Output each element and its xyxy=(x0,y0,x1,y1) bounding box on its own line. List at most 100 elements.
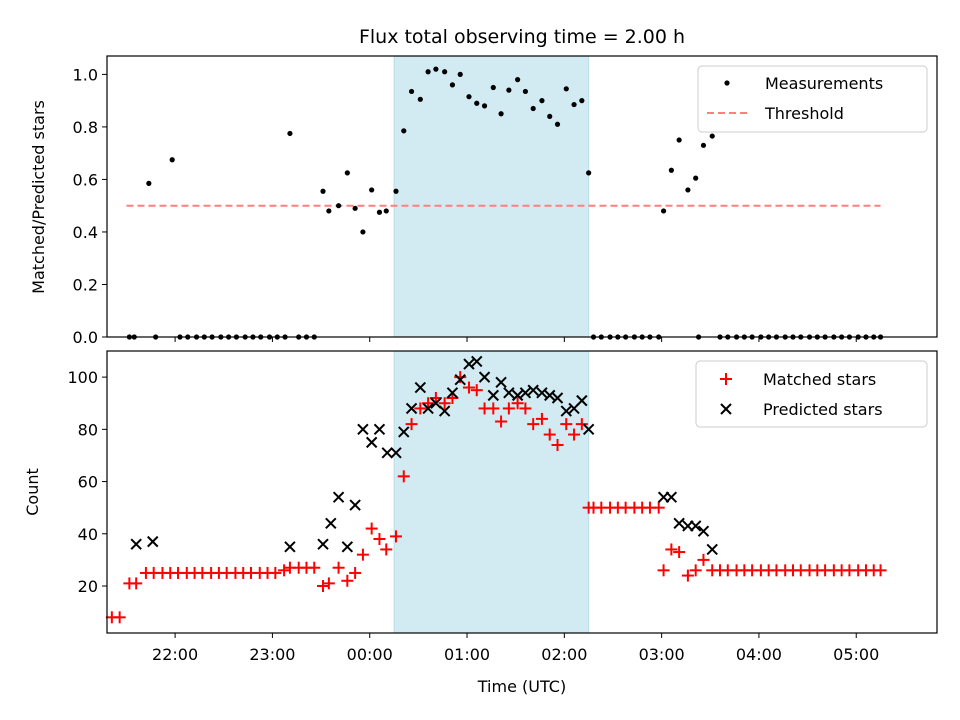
measurement-point xyxy=(442,69,448,75)
predicted-star-point xyxy=(551,392,564,404)
matched-star-point xyxy=(130,577,143,590)
measurement-point xyxy=(344,170,350,176)
predicted-star-point xyxy=(317,538,329,550)
predicted-star-point xyxy=(689,520,702,532)
ratio-y-tick-label: 0.6 xyxy=(73,170,98,189)
matched-star-point xyxy=(874,564,887,577)
measurement-point xyxy=(417,96,423,102)
legend-measurements-label: Measurements xyxy=(765,74,883,93)
count-y-tick-label: 60 xyxy=(78,473,98,492)
ratio-y-tick-label: 0.2 xyxy=(73,275,98,294)
measurement-point xyxy=(522,88,529,95)
matched-star-point xyxy=(652,501,665,514)
measurement-point xyxy=(360,229,366,235)
measurement-point xyxy=(579,98,585,104)
x-axis-label: Time (UTC) xyxy=(477,677,566,696)
matched-star-point xyxy=(511,397,524,410)
measurement-point xyxy=(693,175,699,181)
observing-window-span xyxy=(393,55,590,338)
count-legend: Matched stars Predicted stars xyxy=(695,360,928,428)
matched-star-point xyxy=(502,402,515,415)
matched-star-point xyxy=(438,397,451,410)
measurement-point xyxy=(320,188,326,194)
measurement-point xyxy=(547,113,553,120)
legend-matched-label: Matched stars xyxy=(763,370,876,389)
legend-matched-marker xyxy=(720,373,732,385)
measurement-point xyxy=(709,133,715,139)
matched-star-point xyxy=(414,402,427,415)
matched-star-point xyxy=(657,564,670,577)
predicted-star-point xyxy=(478,371,491,383)
x-tick-label: 01:00 xyxy=(444,645,490,664)
figure-title: Flux total observing time = 2.00 h xyxy=(359,26,685,48)
predicted-star-point xyxy=(422,402,434,415)
measurement-point xyxy=(146,180,152,186)
predicted-star-point xyxy=(487,389,500,402)
matched-star-point xyxy=(495,415,508,428)
matched-star-point xyxy=(278,564,291,577)
measurement-point xyxy=(383,208,389,214)
matched-star-point xyxy=(332,561,345,574)
matched-star-point xyxy=(470,384,483,397)
measurement-point xyxy=(393,188,399,194)
matched-star-point xyxy=(389,530,402,543)
x-tick-label: 04:00 xyxy=(736,645,782,664)
count-y-tick-label: 100 xyxy=(67,368,98,387)
measurement-point xyxy=(466,94,472,100)
matched-star-point xyxy=(560,418,573,431)
matched-star-point xyxy=(380,543,393,556)
measurement-point xyxy=(506,87,512,93)
predicted-star-point xyxy=(405,402,418,415)
matched-star-point xyxy=(689,564,702,577)
matched-star-point xyxy=(462,381,475,394)
matched-star-point xyxy=(543,428,556,441)
measurement-point xyxy=(660,208,667,214)
matched-star-point xyxy=(365,522,378,535)
measurement-point xyxy=(490,84,496,91)
measurement-point xyxy=(449,82,456,88)
predicted-star-point xyxy=(398,426,410,438)
measurement-point xyxy=(335,203,342,209)
measurement-point xyxy=(563,86,569,92)
count-y-axis-label: Count xyxy=(23,468,42,516)
measurement-point xyxy=(498,111,504,117)
predicted-star-point xyxy=(349,499,361,511)
predicted-star-point xyxy=(130,538,142,550)
measurement-point xyxy=(425,69,431,75)
legend-threshold-label: Threshold xyxy=(764,104,844,123)
x-tick-label: 00:00 xyxy=(347,645,393,664)
matched-star-point xyxy=(681,569,694,582)
matched-star-point xyxy=(317,580,330,592)
predicted-star-point xyxy=(536,387,548,399)
count-panel-frame xyxy=(106,350,938,634)
measurement-point xyxy=(668,167,674,173)
measurement-point xyxy=(554,121,561,127)
measurement-point xyxy=(685,187,691,193)
predicted-star-point xyxy=(511,389,524,402)
matched-star-point xyxy=(697,553,710,566)
predicted-star-point xyxy=(463,358,475,370)
predicted-star-point xyxy=(390,447,402,459)
count-y-tick-label: 40 xyxy=(78,525,98,544)
measurement-point xyxy=(515,77,521,83)
legend-predicted-label: Predicted stars xyxy=(763,400,883,419)
predicted-star-point xyxy=(325,517,337,530)
matched-star-point xyxy=(519,402,532,415)
ratio-panel: 0.0 0.2 0.4 0.6 0.8 1.0 Matched/Predicted sta… xyxy=(29,55,938,347)
matched-star-point xyxy=(535,412,548,425)
measurement-point xyxy=(586,170,592,176)
predicted-star-point xyxy=(454,374,466,386)
count-panel: 20 40 60 80 100 22:00 23:00 00:00 01:00 02:00 03:… xyxy=(23,350,938,696)
ratio-panel-frame xyxy=(106,55,938,338)
x-tick-label: 22:00 xyxy=(152,645,198,664)
measurement-point xyxy=(408,88,415,95)
predicted-star-point xyxy=(673,517,685,530)
measurement-point xyxy=(474,100,480,106)
matched-star-point xyxy=(405,418,418,431)
predicted-star-point xyxy=(582,423,595,436)
matched-star-point xyxy=(551,439,564,451)
predicted-star-point xyxy=(357,423,369,436)
x-tick-label: 23:00 xyxy=(249,645,295,664)
measurement-point xyxy=(401,128,407,134)
